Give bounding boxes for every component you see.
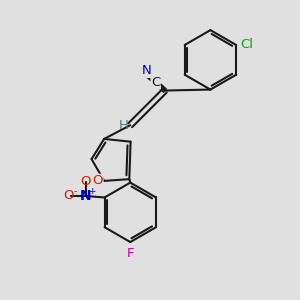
Text: +: + [88, 187, 95, 196]
Text: F: F [127, 247, 134, 260]
Text: H: H [118, 119, 128, 132]
Text: N: N [141, 64, 151, 77]
Text: O: O [92, 174, 103, 188]
Text: C: C [151, 76, 160, 89]
Text: N: N [80, 189, 92, 203]
Text: O: O [63, 190, 74, 202]
Text: -: - [74, 186, 77, 196]
Text: Cl: Cl [240, 38, 253, 52]
Text: O: O [80, 175, 91, 188]
